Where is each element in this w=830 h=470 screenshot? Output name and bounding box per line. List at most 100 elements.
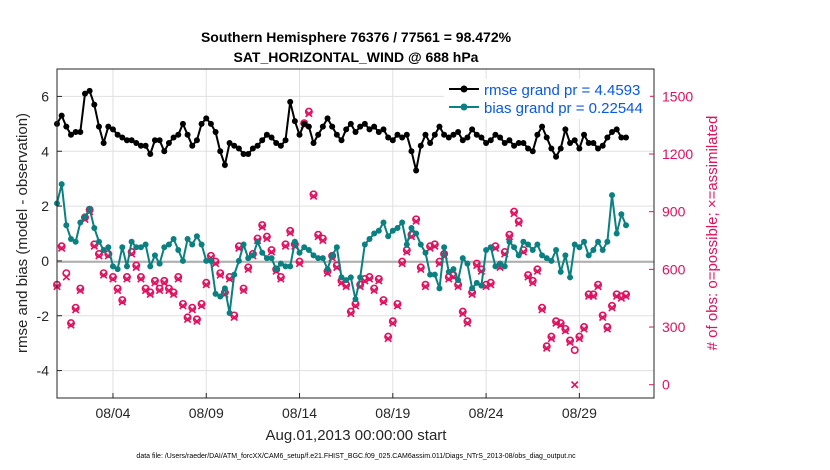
- obs-assimilated-marker: [570, 380, 579, 389]
- obs-assimilated-marker: [389, 319, 397, 327]
- obs-assimilated-marker: [76, 286, 85, 295]
- obs-assimilated-marker: [281, 242, 290, 251]
- rmse-marker: [77, 129, 84, 136]
- obs-assimilated-marker: [319, 236, 327, 245]
- obs-assimilated-marker: [57, 244, 66, 252]
- y-tick-label-left: 2: [41, 198, 49, 214]
- rmse-marker: [515, 140, 522, 147]
- rmse-marker: [114, 131, 121, 138]
- bias-marker: [623, 222, 630, 229]
- bias-marker: [590, 246, 597, 253]
- obs-assimilated-marker: [244, 265, 252, 274]
- rmse-marker: [581, 131, 588, 138]
- bias-series: [54, 181, 630, 317]
- rmse-marker: [175, 131, 182, 138]
- bias-marker: [277, 260, 284, 267]
- bias-marker: [422, 249, 429, 256]
- rmse-marker: [385, 134, 392, 141]
- rmse-marker: [193, 137, 200, 144]
- bias-marker: [459, 255, 466, 262]
- rmse-marker: [623, 134, 630, 141]
- obs-assimilated-marker: [197, 302, 206, 310]
- obs-assimilated-marker: [216, 271, 225, 279]
- bias-marker: [109, 263, 116, 270]
- obs-assimilated-marker: [403, 248, 411, 256]
- obs-possible-marker: [57, 242, 66, 251]
- rmse-marker: [240, 150, 247, 157]
- bias-marker: [469, 285, 476, 292]
- bias-marker: [170, 235, 177, 242]
- obs-assimilated-marker: [426, 244, 434, 252]
- obs-possible-marker: [622, 290, 631, 299]
- rmse-marker: [371, 123, 378, 130]
- bias-marker: [263, 255, 270, 262]
- obs-assimilated-marker: [267, 248, 276, 256]
- obs-possible-marker: [528, 276, 537, 285]
- obs-assimilated-marker: [193, 317, 201, 326]
- rmse-marker: [450, 131, 457, 138]
- bias-marker: [67, 235, 74, 242]
- obs-possible-marker: [458, 307, 467, 316]
- obs-assimilated-marker: [309, 192, 318, 201]
- obs-assimilated-marker: [431, 242, 439, 251]
- obs-possible-marker: [99, 269, 108, 278]
- obs-possible-marker: [244, 263, 253, 272]
- bias-marker: [347, 274, 354, 281]
- obs-possible-marker: [309, 190, 318, 199]
- bias-marker: [165, 241, 172, 248]
- obs-possible-marker: [122, 273, 131, 282]
- rmse-marker: [422, 131, 429, 138]
- rmse-marker: [301, 120, 308, 127]
- obs-possible-marker: [216, 269, 225, 278]
- x-ticks: 08/04 08/09 08/14 08/19 08/24 08/29: [95, 393, 597, 421]
- obs-possible-marker: [164, 284, 173, 293]
- rmse-marker: [72, 129, 79, 136]
- obs-assimilated-marker: [169, 290, 178, 299]
- y-tick-label-left: 0: [41, 253, 49, 269]
- obs-possible-marker: [262, 232, 271, 241]
- rmse-marker: [277, 142, 284, 149]
- bias-marker: [179, 257, 186, 264]
- plot-area: [52, 68, 655, 399]
- rmse-marker: [245, 150, 252, 157]
- rmse-marker: [445, 134, 452, 141]
- obs-possible-marker: [379, 296, 388, 305]
- rmse-marker: [119, 134, 126, 141]
- y-tick-label-left: 6: [41, 88, 49, 104]
- obs-possible-marker: [286, 226, 295, 235]
- rmse-marker: [198, 120, 205, 127]
- obs-possible-marker: [202, 278, 211, 287]
- obs-possible-marker: [570, 346, 579, 355]
- bias-marker: [609, 192, 616, 199]
- rmse-marker: [161, 148, 168, 155]
- rmse-marker: [287, 98, 294, 105]
- rmse-marker: [105, 123, 112, 130]
- obs-assimilated-marker: [421, 282, 430, 291]
- y-tick-label-right: 0: [662, 377, 670, 393]
- obs-possible-marker: [281, 240, 290, 249]
- rmse-marker: [618, 134, 625, 141]
- obs-assimilated-marker: [146, 290, 155, 299]
- rmse-marker: [151, 137, 158, 144]
- obs-assimilated-marker: [67, 321, 75, 329]
- rmse-series: [54, 87, 630, 174]
- bias-marker: [77, 219, 84, 226]
- obs-possible-marker: [416, 263, 425, 272]
- y-tick-label-right: 900: [662, 204, 686, 220]
- x-tick-label: 08/19: [375, 405, 410, 421]
- bias-marker: [333, 244, 340, 251]
- bias-marker: [399, 219, 406, 226]
- bias-marker: [137, 244, 144, 251]
- obs-assimilated-marker: [263, 234, 271, 243]
- obs-assimilated-marker: [445, 275, 453, 283]
- rmse-marker: [548, 145, 555, 152]
- bias-marker: [618, 211, 625, 218]
- rmse-marker: [469, 126, 476, 133]
- obs-possible-marker: [113, 284, 122, 293]
- bias-marker: [301, 244, 308, 251]
- x-tick-label: 08/29: [562, 405, 597, 421]
- bias-marker: [571, 241, 578, 248]
- obs-assimilated-marker: [202, 280, 211, 289]
- bias-marker: [305, 246, 312, 253]
- obs-possible-marker: [561, 324, 570, 333]
